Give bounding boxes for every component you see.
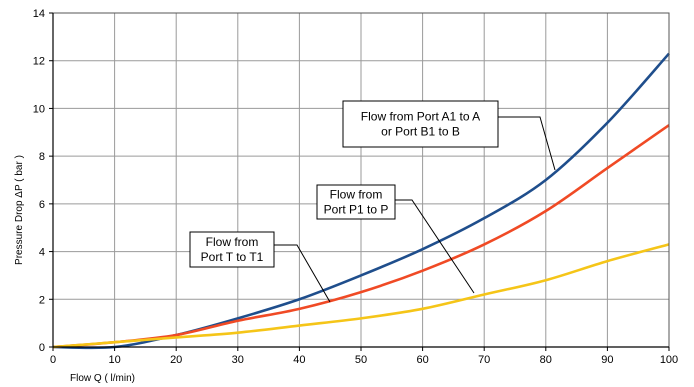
x-tick-label: 50 bbox=[355, 354, 367, 366]
annotations: Flow from Port A1 to Aor Port B1 to BFlo… bbox=[189, 100, 556, 303]
x-tick-label: 0 bbox=[50, 354, 56, 366]
annotation-callout-1: Flow from Port A1 to Aor Port B1 to B bbox=[342, 100, 556, 171]
x-tick-label: 90 bbox=[601, 354, 613, 366]
x-tick-labels: 0 10 20 30 40 50 60 70 80 90 100 bbox=[50, 354, 678, 366]
series-line-2 bbox=[52, 124, 670, 349]
annotation-box bbox=[342, 100, 499, 148]
annotation-text: Flow from bbox=[330, 188, 383, 202]
series-lines bbox=[52, 52, 670, 350]
annotation-text: Port T to T1 bbox=[201, 250, 264, 264]
series-line-3 bbox=[52, 243, 670, 349]
x-axis-label: Flow Q ( l/min) bbox=[70, 373, 135, 384]
annotation-box bbox=[189, 231, 275, 268]
y-tick-labels: 0 2 4 6 8 10 12 14 bbox=[33, 8, 45, 354]
annotation-leader bbox=[498, 116, 556, 171]
x-tick-label: 30 bbox=[232, 354, 244, 366]
y-tick-label: 14 bbox=[33, 8, 45, 20]
y-tick-label: 8 bbox=[39, 151, 45, 163]
y-tick-label: 4 bbox=[39, 247, 45, 259]
annotation-text: Flow from bbox=[206, 235, 259, 249]
x-tick-label: 60 bbox=[416, 354, 428, 366]
annotation-leader bbox=[395, 199, 475, 294]
y-tick-label: 2 bbox=[39, 294, 45, 306]
y-tick-label: 0 bbox=[39, 342, 45, 354]
y-tick-label: 6 bbox=[39, 199, 45, 211]
y-tick-label: 10 bbox=[33, 103, 45, 115]
grid-lines bbox=[52, 12, 670, 348]
y-tick-label: 12 bbox=[33, 56, 45, 68]
x-tick-label: 70 bbox=[478, 354, 490, 366]
annotation-text: Port P1 to P bbox=[324, 203, 389, 217]
axes bbox=[49, 12, 670, 351]
x-tick-label: 80 bbox=[540, 354, 552, 366]
x-tick-label: 40 bbox=[293, 354, 305, 366]
y-axis-label: Pressure Drop ΔP ( bar ) bbox=[14, 155, 25, 265]
annotation-leader bbox=[274, 244, 331, 303]
x-tick-label: 10 bbox=[108, 354, 120, 366]
annotation-text: Flow from Port A1 to A bbox=[361, 110, 480, 124]
x-tick-label: 100 bbox=[660, 354, 678, 366]
annotation-text: or Port B1 to B bbox=[381, 125, 460, 139]
annotation-box bbox=[316, 184, 396, 220]
x-tick-label: 20 bbox=[170, 354, 182, 366]
